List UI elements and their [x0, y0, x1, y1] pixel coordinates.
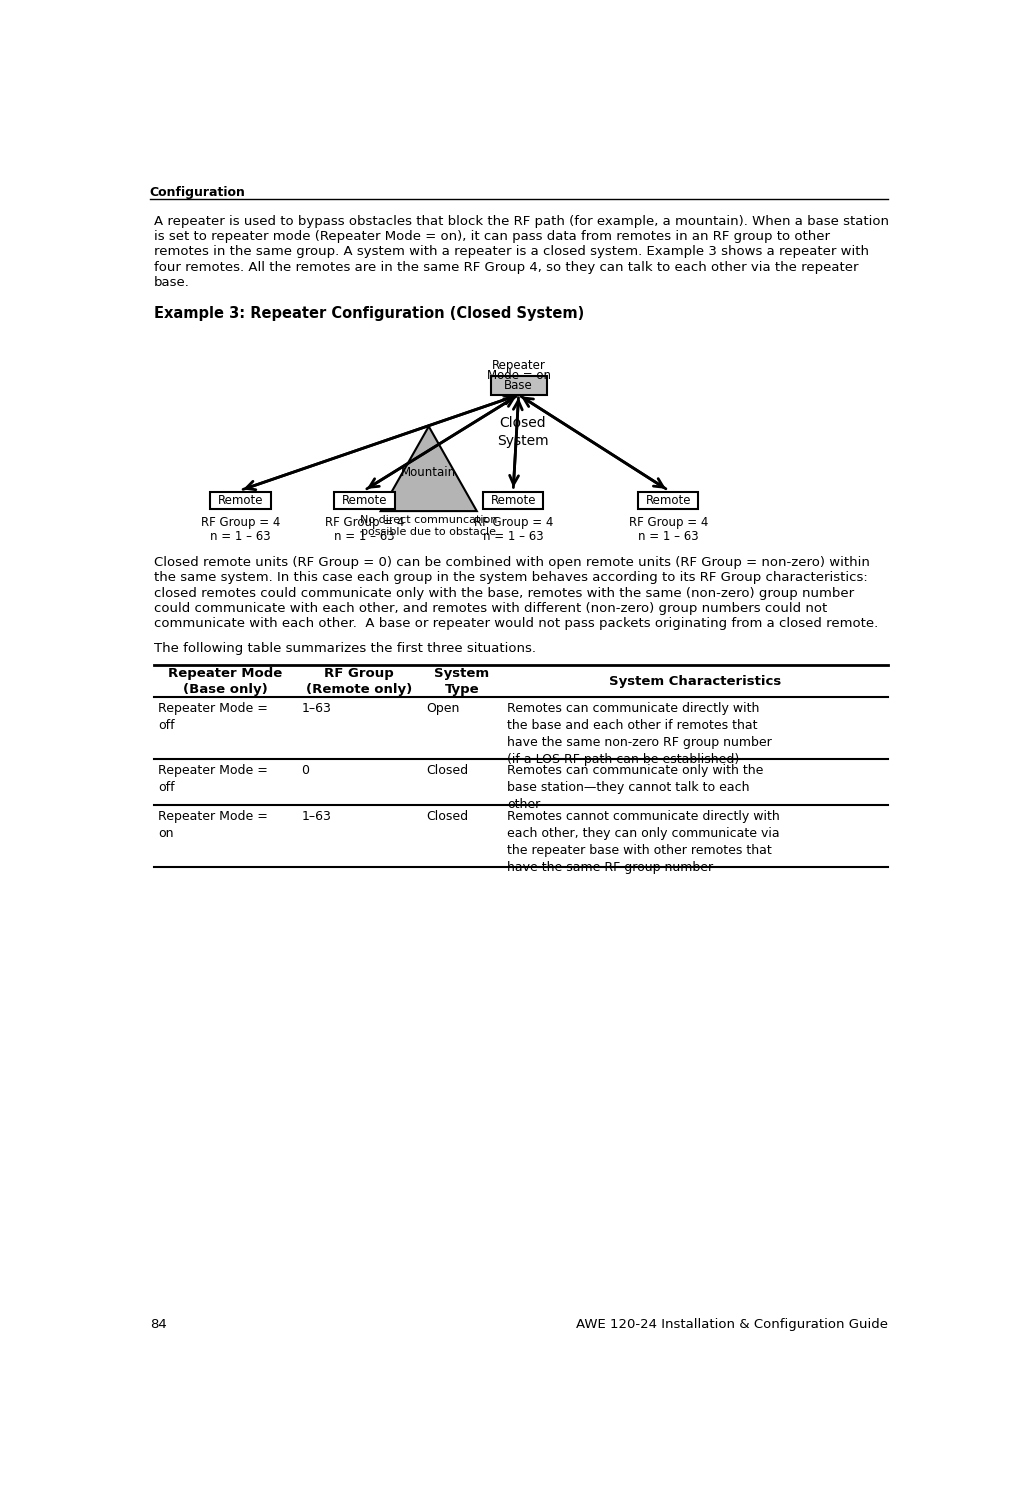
Text: Configuration: Configuration: [150, 186, 246, 200]
Text: could communicate with each other, and remotes with different (non-zero) group n: could communicate with each other, and r…: [154, 602, 826, 615]
Text: RF Group
(Remote only): RF Group (Remote only): [305, 668, 411, 696]
Text: A repeater is used to bypass obstacles that block the RF path (for example, a mo: A repeater is used to bypass obstacles t…: [154, 214, 888, 228]
Text: RF Group = 4: RF Group = 4: [325, 516, 403, 530]
Text: RF Group = 4: RF Group = 4: [628, 516, 708, 530]
Text: The following table summarizes the first three situations.: The following table summarizes the first…: [154, 642, 535, 656]
Text: Closed: Closed: [426, 764, 468, 777]
Text: 84: 84: [150, 1318, 167, 1330]
Text: Repeater Mode =
off: Repeater Mode = off: [158, 702, 268, 732]
Text: Example 3: Repeater Configuration (Closed System): Example 3: Repeater Configuration (Close…: [154, 306, 583, 321]
Text: Remote: Remote: [490, 494, 536, 507]
Text: four remotes. All the remotes are in the same RF Group 4, so they can talk to ea: four remotes. All the remotes are in the…: [154, 261, 857, 274]
Text: remotes in the same group. A system with a repeater is a closed system. Example : remotes in the same group. A system with…: [154, 246, 867, 258]
Text: is set to repeater mode (Repeater Mode = on), it can pass data from remotes in a: is set to repeater mode (Repeater Mode =…: [154, 230, 829, 243]
Text: 1–63: 1–63: [301, 810, 331, 824]
Text: RF Group = 4: RF Group = 4: [473, 516, 552, 530]
Text: Open: Open: [426, 702, 459, 715]
Text: n = 1 – 63: n = 1 – 63: [482, 530, 543, 543]
Text: Remote: Remote: [645, 494, 691, 507]
Text: the same system. In this case each group in the system behaves according to its : the same system. In this case each group…: [154, 572, 866, 584]
Text: Remotes can communicate only with the
base station—they cannot talk to each
othe: Remotes can communicate only with the ba…: [507, 764, 762, 810]
Text: Remote: Remote: [217, 494, 263, 507]
Text: Repeater Mode =
off: Repeater Mode = off: [158, 764, 268, 794]
Text: System Characteristics: System Characteristics: [609, 675, 780, 688]
FancyBboxPatch shape: [482, 492, 543, 508]
Text: n = 1 – 63: n = 1 – 63: [334, 530, 394, 543]
Text: Repeater Mode =
on: Repeater Mode = on: [158, 810, 268, 840]
FancyBboxPatch shape: [210, 492, 270, 508]
Text: Closed remote units (RF Group = 0) can be combined with open remote units (RF Gr: Closed remote units (RF Group = 0) can b…: [154, 556, 868, 568]
Text: Repeater Mode
(Base only): Repeater Mode (Base only): [168, 668, 282, 696]
Text: Closed: Closed: [426, 810, 468, 824]
Text: Closed
System: Closed System: [496, 417, 548, 447]
Text: base.: base.: [154, 276, 189, 290]
Text: Remotes cannot communicate directly with
each other, they can only communicate v: Remotes cannot communicate directly with…: [507, 810, 778, 874]
Text: communicate with each other.  A base or repeater would not pass packets originat: communicate with each other. A base or r…: [154, 618, 877, 630]
Text: Repeater: Repeater: [491, 360, 545, 372]
Polygon shape: [380, 426, 476, 512]
Text: 1–63: 1–63: [301, 702, 331, 715]
Text: RF Group = 4: RF Group = 4: [200, 516, 280, 530]
Text: Remotes can communicate directly with
the base and each other if remotes that
ha: Remotes can communicate directly with th…: [507, 702, 770, 766]
Text: System
Type: System Type: [434, 668, 489, 696]
FancyBboxPatch shape: [334, 492, 394, 508]
FancyBboxPatch shape: [637, 492, 698, 508]
Text: Remote: Remote: [342, 494, 387, 507]
FancyBboxPatch shape: [490, 376, 546, 394]
Text: closed remotes could communicate only with the base, remotes with the same (non-: closed remotes could communicate only wi…: [154, 586, 853, 600]
Text: n = 1 – 63: n = 1 – 63: [637, 530, 698, 543]
Text: 0: 0: [301, 764, 309, 777]
Text: AWE 120-24 Installation & Configuration Guide: AWE 120-24 Installation & Configuration …: [575, 1318, 887, 1330]
Text: Mode = on: Mode = on: [486, 369, 550, 381]
Text: n = 1 – 63: n = 1 – 63: [210, 530, 271, 543]
Text: Base: Base: [503, 380, 533, 392]
Text: No direct communcation
possible due to obstacle: No direct communcation possible due to o…: [360, 514, 497, 537]
Text: Mountain: Mountain: [400, 466, 456, 478]
